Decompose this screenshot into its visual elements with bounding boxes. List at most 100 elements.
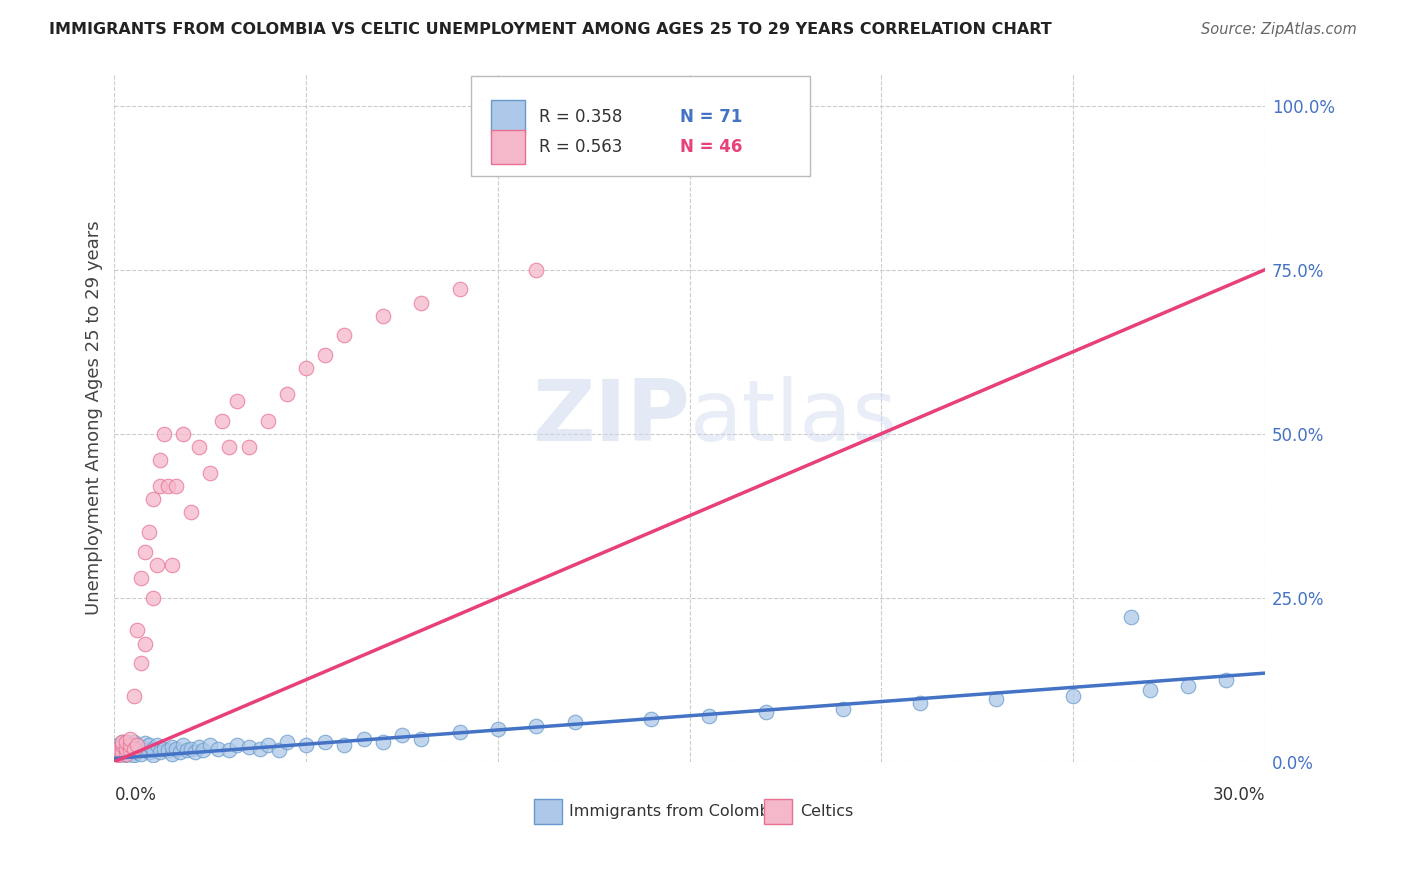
Point (160, 740, 183, 755)
Point (1177, 679, 1199, 693)
Point (118, 749, 141, 764)
Point (118, 743, 141, 757)
Point (269, 743, 291, 757)
Point (238, 740, 260, 755)
Point (295, 739, 318, 753)
Point (134, 545, 156, 559)
Point (149, 479, 172, 493)
Point (449, 725, 471, 739)
Point (118, 739, 141, 753)
Point (411, 295, 433, 310)
Point (249, 741, 271, 756)
Point (127, 739, 149, 753)
Point (200, 466, 222, 480)
Point (371, 735, 394, 749)
Point (187, 740, 209, 755)
Point (111, 739, 134, 753)
Point (115, 735, 138, 749)
Point (129, 740, 152, 755)
Point (160, 747, 183, 761)
Point (524, 262, 547, 277)
Point (111, 735, 134, 749)
Point (832, 702, 855, 716)
Point (411, 731, 433, 746)
Point (226, 393, 249, 408)
Point (107, 745, 129, 759)
Point (256, 739, 278, 753)
Point (138, 745, 160, 759)
Text: N = 46: N = 46 (681, 137, 742, 156)
Point (211, 414, 233, 428)
Text: Immigrants from Colombia: Immigrants from Colombia (569, 804, 785, 819)
Point (697, 708, 720, 723)
Point (640, 712, 662, 726)
Point (115, 741, 138, 756)
Text: atlas: atlas (689, 376, 897, 458)
Text: 0.0%: 0.0% (114, 786, 156, 804)
Point (111, 735, 134, 749)
Point (115, 743, 138, 757)
Point (153, 426, 176, 441)
Point (107, 748, 129, 763)
Text: 30.0%: 30.0% (1212, 786, 1265, 804)
Point (145, 558, 167, 572)
Point (276, 735, 298, 749)
Point (138, 739, 160, 753)
Point (122, 735, 145, 749)
Point (184, 745, 207, 759)
Point (142, 741, 165, 756)
Point (127, 624, 149, 638)
Point (207, 741, 229, 756)
Point (314, 735, 336, 749)
Point (755, 706, 778, 720)
Point (276, 387, 298, 401)
Point (333, 328, 356, 343)
Bar (765, 799, 792, 823)
Point (115, 747, 138, 761)
Point (160, 558, 183, 572)
Point (118, 739, 141, 753)
Point (118, 743, 141, 757)
Text: IMMIGRANTS FROM COLOMBIA VS CELTIC UNEMPLOYMENT AMONG AGES 25 TO 29 YEARS CORREL: IMMIGRANTS FROM COLOMBIA VS CELTIC UNEMP… (49, 22, 1052, 37)
Point (111, 748, 134, 763)
Point (486, 722, 509, 736)
Point (226, 739, 249, 753)
Point (449, 282, 471, 296)
Point (134, 637, 156, 651)
Point (908, 696, 931, 710)
Text: ZIP: ZIP (531, 376, 689, 458)
Point (165, 741, 187, 756)
Point (391, 728, 413, 742)
Point (142, 748, 165, 763)
Point (218, 743, 240, 757)
Point (165, 479, 187, 493)
Point (333, 739, 356, 753)
Point (157, 479, 180, 493)
Bar (534, 799, 562, 823)
Point (157, 743, 180, 757)
Point (172, 426, 194, 441)
Point (122, 741, 145, 756)
Text: N = 71: N = 71 (681, 108, 742, 126)
Point (169, 745, 191, 759)
Point (1139, 682, 1161, 697)
Point (1119, 610, 1142, 624)
Point (180, 741, 202, 756)
Point (176, 743, 198, 757)
Point (129, 571, 152, 585)
Point (111, 741, 134, 756)
Point (191, 743, 214, 757)
Point (127, 745, 149, 759)
Text: Source: ZipAtlas.com: Source: ZipAtlas.com (1201, 22, 1357, 37)
Point (371, 309, 394, 323)
Y-axis label: Unemployment Among Ages 25 to 29 years: Unemployment Among Ages 25 to 29 years (86, 220, 103, 615)
Point (107, 741, 129, 756)
Point (129, 747, 152, 761)
Point (200, 739, 222, 753)
Point (149, 453, 172, 467)
Point (238, 440, 260, 454)
Point (145, 739, 167, 753)
Point (218, 440, 240, 454)
Bar (491, 129, 524, 164)
Point (153, 741, 176, 756)
